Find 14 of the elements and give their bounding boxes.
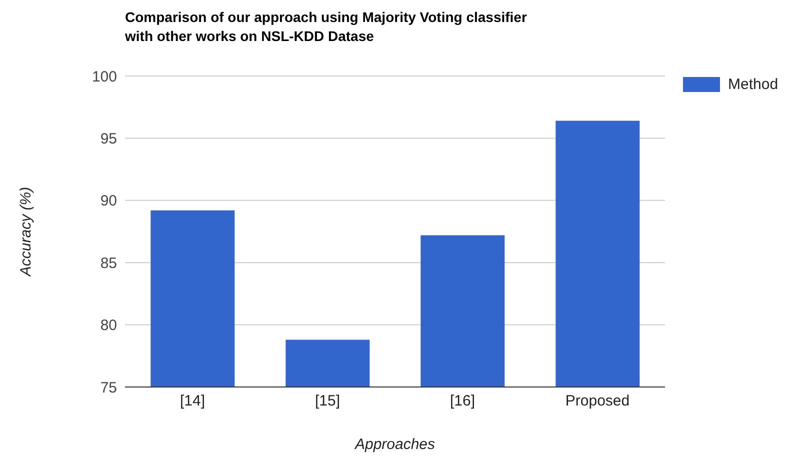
chart-title: Comparison of our approach using Majority Voting classifier with other works on NSL-KDD Datase xyxy=(125,8,528,46)
y-tick-label: 80 xyxy=(100,317,117,334)
x-tick-label: [15] xyxy=(314,392,340,410)
y-tick-label: 85 xyxy=(100,254,117,272)
y-axis-title: Accuracy (%) xyxy=(17,186,34,278)
x-tick-label: [16] xyxy=(450,392,476,410)
y-tick-label: 75 xyxy=(100,379,117,396)
y-tick-label: 100 xyxy=(92,68,117,86)
x-axis-title: Approaches xyxy=(354,436,436,453)
legend-label: Method xyxy=(728,76,778,93)
x-tick-label: Proposed xyxy=(565,392,630,410)
y-tick-label: 95 xyxy=(100,130,117,148)
x-tick-label: [14] xyxy=(180,392,206,410)
y-tick-label: 90 xyxy=(100,192,117,210)
